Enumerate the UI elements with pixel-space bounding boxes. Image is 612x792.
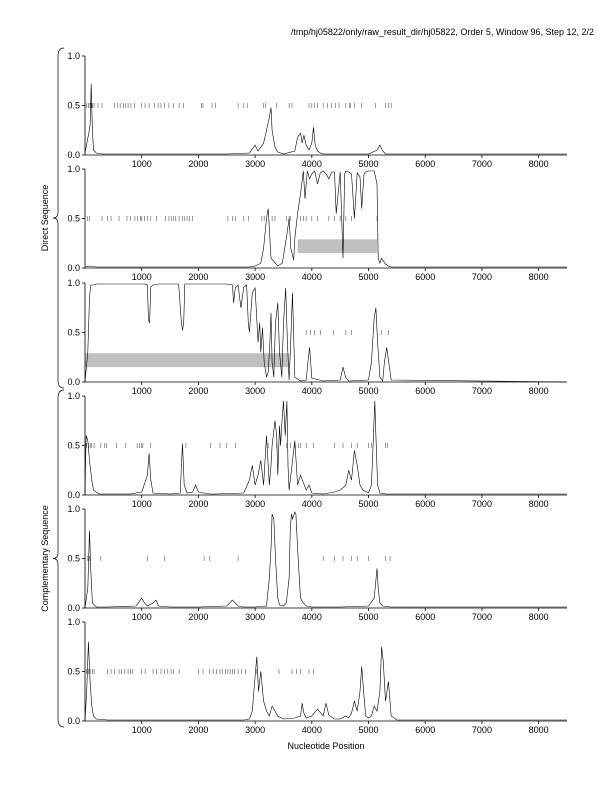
y-tick-label: 0.5 bbox=[67, 328, 80, 338]
x-tick-label: 6000 bbox=[415, 499, 435, 509]
x-tick-label: 1000 bbox=[132, 159, 152, 169]
x-tick-label: 7000 bbox=[472, 499, 492, 509]
x-tick-label: 7000 bbox=[472, 725, 492, 735]
x-tick-label: 2000 bbox=[188, 612, 208, 622]
y-tick-label: 1.0 bbox=[67, 51, 80, 61]
y-tick-label: 0.5 bbox=[67, 441, 80, 451]
x-tick-label: 1000 bbox=[132, 725, 152, 735]
x-tick-label: 3000 bbox=[245, 159, 265, 169]
x-tick-label: 1000 bbox=[132, 272, 152, 282]
x-tick-label: 8000 bbox=[529, 159, 549, 169]
y-tick-label: 0.5 bbox=[67, 667, 80, 677]
x-tick-label: 7000 bbox=[472, 159, 492, 169]
x-tick-label: 4000 bbox=[302, 612, 322, 622]
series-line bbox=[84, 641, 567, 722]
x-tick-label: 8000 bbox=[529, 725, 549, 735]
y-tick-label: 0.0 bbox=[67, 603, 80, 613]
x-tick-label: 5000 bbox=[359, 499, 379, 509]
y-tick-label: 0.0 bbox=[67, 716, 80, 726]
chart-panel-6: 0.0 0.5 1.0 1000 2000 3000 4000 5000 6000 7000 800… bbox=[67, 617, 567, 735]
x-tick-label: 3000 bbox=[245, 272, 265, 282]
group-bracket-complementary bbox=[52, 389, 65, 728]
x-axis-title: Nucleotide Position bbox=[287, 741, 364, 751]
group-label-complementary: Complementary Sequence bbox=[40, 505, 50, 612]
x-tick-label: 4000 bbox=[302, 272, 322, 282]
series-line bbox=[84, 400, 567, 496]
x-tick-label: 5000 bbox=[359, 725, 379, 735]
y-tick-label: 0.5 bbox=[67, 101, 80, 111]
x-tick-label: 3000 bbox=[245, 499, 265, 509]
x-tick-label: 7000 bbox=[472, 386, 492, 396]
x-tick-label: 1000 bbox=[132, 612, 152, 622]
x-tick-label: 4000 bbox=[302, 386, 322, 396]
chart-panel-3: 0.0 0.5 1.0 1000 2000 3000 4000 5000 6000 7000 800… bbox=[67, 278, 568, 396]
x-tick-label: 8000 bbox=[529, 272, 549, 282]
chart-panel-5: 0.0 0.5 1.0 1000 2000 3000 4000 5000 6000 7000 800… bbox=[67, 504, 567, 622]
y-tick-label: 0.0 bbox=[67, 377, 80, 387]
x-tick-label: 1000 bbox=[132, 499, 152, 509]
page-title: /tmp/hj05822/only/raw_result_dir/hj05822… bbox=[290, 27, 594, 37]
highlight-band bbox=[85, 353, 290, 368]
x-tick-label: 4000 bbox=[302, 159, 322, 169]
highlight-band bbox=[297, 239, 378, 254]
x-tick-label: 2000 bbox=[188, 386, 208, 396]
series-line bbox=[84, 83, 567, 155]
series-line bbox=[84, 170, 567, 268]
panels: 0.0 0.5 1.0 1000 2000 3000 4000 5000 6000 7000 800… bbox=[67, 51, 568, 735]
x-tick-label: 3000 bbox=[245, 725, 265, 735]
chart-panel-1: 0.0 0.5 1.0 1000 2000 3000 4000 5000 6000 7000 800… bbox=[67, 51, 567, 169]
y-tick-label: 0.5 bbox=[67, 214, 80, 224]
y-tick-label: 1.0 bbox=[67, 278, 80, 288]
x-tick-label: 3000 bbox=[245, 612, 265, 622]
x-tick-label: 5000 bbox=[359, 159, 379, 169]
x-tick-label: 5000 bbox=[359, 272, 379, 282]
x-tick-label: 4000 bbox=[302, 725, 322, 735]
y-tick-label: 0.5 bbox=[67, 554, 80, 564]
x-tick-label: 6000 bbox=[415, 612, 435, 622]
y-tick-label: 1.0 bbox=[67, 617, 80, 627]
x-tick-label: 1000 bbox=[132, 386, 152, 396]
x-tick-label: 8000 bbox=[529, 386, 549, 396]
chart-panel-4: 0.0 0.5 1.0 1000 2000 3000 4000 5000 6000 7000 800… bbox=[67, 391, 567, 509]
x-tick-label: 2000 bbox=[188, 499, 208, 509]
y-tick-label: 0.0 bbox=[67, 263, 80, 273]
x-tick-label: 7000 bbox=[472, 272, 492, 282]
x-tick-label: 6000 bbox=[415, 725, 435, 735]
y-tick-label: 0.0 bbox=[67, 490, 80, 500]
y-tick-label: 1.0 bbox=[67, 164, 80, 174]
y-tick-label: 1.0 bbox=[67, 504, 80, 514]
y-tick-label: 0.0 bbox=[67, 150, 80, 160]
x-tick-label: 8000 bbox=[529, 612, 549, 622]
chart-panel-2: 0.0 0.5 1.0 1000 2000 3000 4000 5000 6000 7000 800… bbox=[67, 164, 567, 282]
x-tick-label: 2000 bbox=[188, 272, 208, 282]
series-line bbox=[84, 511, 567, 609]
series-line bbox=[84, 283, 568, 383]
x-tick-label: 2000 bbox=[188, 725, 208, 735]
x-tick-label: 2000 bbox=[188, 159, 208, 169]
group-brackets: Direct Sequence Complementary Sequence bbox=[40, 47, 65, 728]
x-tick-label: 6000 bbox=[415, 159, 435, 169]
group-label-direct: Direct Sequence bbox=[40, 185, 50, 252]
x-tick-label: 5000 bbox=[359, 386, 379, 396]
x-tick-label: 6000 bbox=[415, 272, 435, 282]
x-tick-label: 5000 bbox=[359, 612, 379, 622]
y-tick-label: 1.0 bbox=[67, 391, 80, 401]
x-tick-label: 7000 bbox=[472, 612, 492, 622]
x-tick-label: 3000 bbox=[245, 386, 265, 396]
group-bracket-direct bbox=[52, 47, 65, 389]
x-tick-label: 6000 bbox=[415, 386, 435, 396]
x-tick-label: 4000 bbox=[302, 499, 322, 509]
x-tick-label: 8000 bbox=[529, 499, 549, 509]
